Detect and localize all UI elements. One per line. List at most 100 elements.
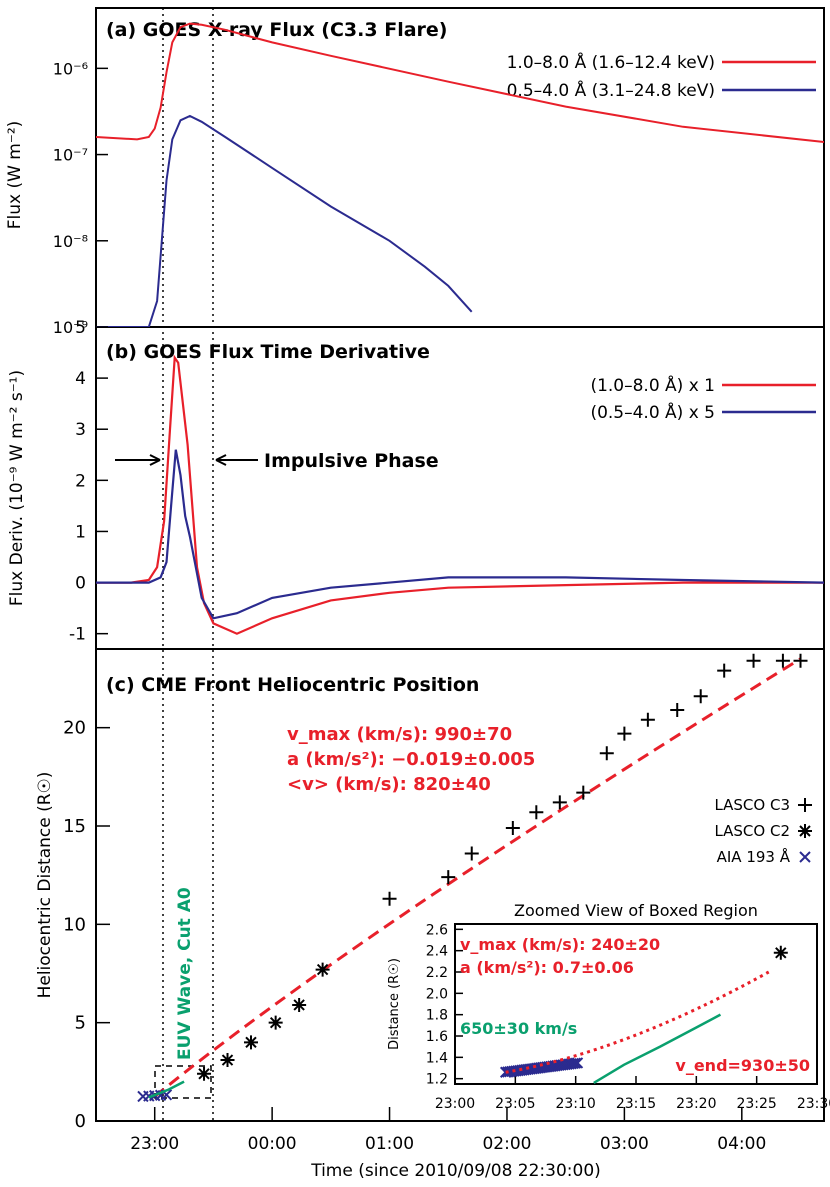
panel-b-tick-label: 3 bbox=[75, 420, 86, 440]
inset-xtick-label: 23:10 bbox=[555, 1096, 595, 1112]
panel-c-legend: LASCO C3 LASCO C2 AIA 193 Å bbox=[714, 796, 812, 866]
panel-b-tick-label: 0 bbox=[75, 574, 86, 594]
lasco-c3-point bbox=[693, 689, 708, 704]
panel-b-y-ticks: -1 0 1 2 3 4 5 bbox=[69, 318, 108, 645]
panel-c-xtick-label: 03:00 bbox=[600, 1134, 649, 1154]
euv-wave-label: EUV Wave, Cut A0 bbox=[175, 887, 195, 1060]
inset-xtick-label: 23:00 bbox=[435, 1096, 475, 1112]
panel-a-tick-label: 10⁻⁹ bbox=[53, 318, 88, 337]
fit-accel: a (km/s²): −0.019±0.005 bbox=[287, 749, 535, 770]
panel-a-series-line-red bbox=[96, 22, 824, 143]
legend-a-red-label: 1.0–8.0 Å (1.6–12.4 keV) bbox=[507, 51, 715, 73]
panel-a-legend: 1.0–8.0 Å (1.6–12.4 keV) 0.5–4.0 Å (3.1–… bbox=[507, 51, 816, 101]
panel-c-frame bbox=[95, 648, 825, 1122]
panel-b-series bbox=[96, 354, 824, 635]
lasco-c3-point bbox=[529, 805, 544, 820]
panel-c-xlabel: Time (since 2010/09/08 22:30:00) bbox=[310, 1161, 601, 1181]
inset-lasco-c2-point bbox=[773, 945, 788, 960]
panel-b-series-line-blue bbox=[96, 449, 824, 620]
inset-accel: a (km/s²): 0.7±0.06 bbox=[460, 958, 634, 977]
panel-a-series bbox=[96, 22, 824, 327]
inset-aia-point bbox=[567, 1057, 580, 1070]
lasco-c2-point bbox=[268, 1015, 283, 1030]
panel-a-tick-label: 10⁻⁸ bbox=[53, 232, 88, 251]
inset-ytick-label: 1.8 bbox=[426, 1008, 448, 1024]
panel-b-legend: (1.0–8.0 Å) x 1 (0.5–4.0 Å) x 5 bbox=[590, 374, 816, 423]
inset-ytick-label: 1.2 bbox=[426, 1072, 448, 1088]
impulsive-annotation: Impulsive Phase bbox=[115, 450, 439, 472]
panel-c-xtick-label: 04:00 bbox=[717, 1134, 766, 1154]
lasco-c3-point bbox=[670, 702, 685, 717]
panel-b-tick-label: -1 bbox=[69, 625, 86, 645]
panel-c-tick-label: 10 bbox=[63, 914, 86, 935]
inset-background bbox=[454, 923, 818, 1085]
inset-xtick-label: 23:15 bbox=[616, 1096, 656, 1112]
panel-a-series-line-blue bbox=[96, 114, 473, 327]
panel-a-tick-label: 10⁻⁶ bbox=[53, 59, 88, 78]
legend-aia-marker bbox=[799, 851, 811, 863]
legend-c3-marker bbox=[798, 798, 812, 812]
panel-b-tick-label: 4 bbox=[75, 369, 86, 389]
panel-b-title: (b) GOES Flux Time Derivative bbox=[106, 341, 430, 363]
panel-c-xtick-label: 01:00 bbox=[365, 1134, 414, 1154]
fit-parameters: v_max (km/s): 990±70 a (km/s²): −0.019±0… bbox=[287, 724, 535, 795]
panel-b-tick-label: 1 bbox=[75, 522, 86, 542]
arrow-right-head bbox=[215, 454, 227, 466]
panel-c-xtick-label: 00:00 bbox=[248, 1134, 297, 1154]
lasco-c3-point bbox=[775, 653, 790, 668]
euv-wave-trace bbox=[148, 1080, 185, 1099]
panel-b-series-line-red bbox=[96, 354, 824, 635]
legend-a-blue-label: 0.5–4.0 Å (3.1–24.8 keV) bbox=[507, 79, 715, 101]
inset-aia-point bbox=[569, 1057, 582, 1069]
panel-c-ylabel: Heliocentric Distance (R☉) bbox=[35, 772, 55, 999]
inset-series bbox=[499, 945, 788, 1084]
panel-a-tick-label: 10⁻⁷ bbox=[53, 146, 88, 165]
panel-b-tick-label: 5 bbox=[75, 318, 86, 338]
inset-ytick-label: 2.0 bbox=[426, 986, 448, 1002]
arrow-left-head bbox=[149, 454, 161, 466]
inset-ytick-label: 1.6 bbox=[426, 1029, 448, 1045]
inset-aia-point bbox=[571, 1057, 584, 1069]
cme-fit-line bbox=[153, 657, 802, 1098]
panel-c-tick-label: 20 bbox=[63, 718, 86, 739]
fit-vmax: v_max (km/s): 990±70 bbox=[287, 724, 512, 745]
lasco-c2-point bbox=[220, 1053, 235, 1068]
lasco-c3-point bbox=[640, 712, 655, 727]
inset-ytick-label: 2.2 bbox=[426, 965, 448, 981]
panel-a-ylabel: Flux (W m⁻²) bbox=[5, 121, 25, 230]
lasco-c3-point bbox=[382, 891, 397, 906]
boxed-region bbox=[154, 1065, 212, 1099]
panel-c-tick-label: 5 bbox=[75, 1013, 86, 1034]
lasco-c2-point bbox=[197, 1066, 212, 1081]
legend-b-red-label: (1.0–8.0 Å) x 1 bbox=[590, 374, 715, 396]
panel-c-tick-label: 15 bbox=[63, 816, 86, 837]
lasco-c3-point bbox=[576, 785, 591, 800]
panel-a-y-ticks: 10⁻⁹ 10⁻⁸ 10⁻⁷ 10⁻⁶ bbox=[53, 59, 108, 337]
legend-b-blue-label: (0.5–4.0 Å) x 5 bbox=[590, 401, 715, 423]
panel-b-tick-label: 2 bbox=[75, 471, 86, 491]
lasco-c3-point bbox=[599, 746, 614, 761]
inset-title: Zoomed View of Boxed Region bbox=[514, 901, 758, 920]
panel-c-title: (c) CME Front Heliocentric Position bbox=[106, 674, 479, 696]
inset-vmax: v_max (km/s): 240±20 bbox=[460, 935, 660, 954]
inset-xtick-label: 23:20 bbox=[676, 1096, 716, 1112]
panel-a-title: (a) GOES X-ray Flux (C3.3 Flare) bbox=[106, 19, 447, 41]
fit-vavg: <v> (km/s): 820±40 bbox=[287, 774, 491, 795]
lasco-c3-point bbox=[464, 846, 479, 861]
lasco-c2-point bbox=[292, 997, 307, 1012]
inset-xtick-label: 23:25 bbox=[736, 1096, 776, 1112]
legend-c2-marker bbox=[798, 824, 812, 838]
lasco-c3-point bbox=[746, 653, 761, 668]
legend-c2-label: LASCO C2 bbox=[714, 822, 790, 840]
lasco-c3-point bbox=[717, 663, 732, 678]
lasco-c3-point bbox=[793, 653, 808, 668]
inset-euv-trace bbox=[593, 1013, 722, 1084]
panel-b-ylabel: Flux Deriv. (10⁻⁹ W m⁻² s⁻¹) bbox=[7, 370, 27, 606]
inset-green-speed: 650±30 km/s bbox=[460, 1019, 577, 1038]
legend-aia-label: AIA 193 Å bbox=[717, 847, 791, 866]
panel-c-series bbox=[137, 653, 808, 1103]
inset-xtick-label: 23:05 bbox=[495, 1096, 535, 1112]
lasco-c2-point bbox=[243, 1035, 258, 1050]
inset-xtick-label: 23:30 bbox=[797, 1096, 830, 1112]
